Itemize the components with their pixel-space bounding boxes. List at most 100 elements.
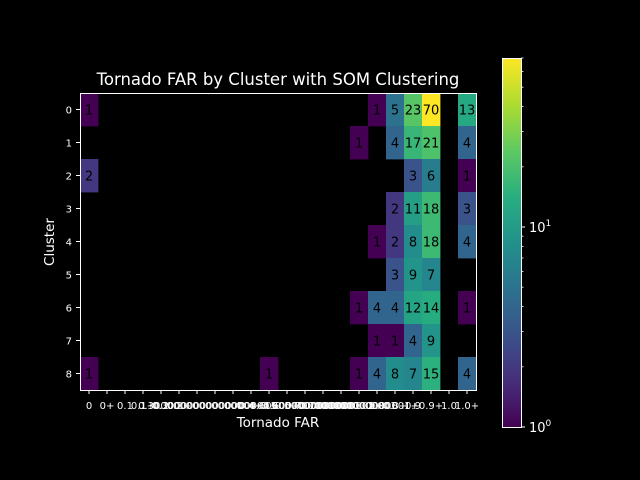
cell-value-label: 7: [409, 368, 417, 383]
cell-value-label: 9: [427, 335, 435, 350]
x-tick-label: 0.30000000000000004+: [152, 401, 278, 412]
cell-value-label: 18: [423, 203, 440, 218]
heatmap-cell: [386, 324, 405, 358]
heatmap-cell: [404, 93, 423, 127]
x-tick-label: 0.6000000000000001: [249, 401, 360, 412]
heatmap-cell: [404, 258, 423, 292]
heatmap-cell: [422, 357, 441, 391]
colorbar-tick-label: 100: [529, 419, 552, 436]
heatmap-cell: [404, 324, 423, 358]
heatmap-cell: [422, 258, 441, 292]
x-tick-label: 0.5+: [275, 401, 299, 412]
cell-value-label: 1: [373, 335, 381, 350]
x-tick-label: 0.30000000000000004: [138, 401, 256, 412]
cell-value-label: 1: [463, 170, 471, 185]
colorbar-tick-label: 101: [529, 219, 551, 236]
cell-value-label: 13: [459, 104, 476, 119]
cell-value-label: 1: [85, 104, 93, 119]
heatmap-cell: [422, 93, 441, 127]
y-axis: 0 1 2 3 4 5 6 7 8: [66, 106, 80, 381]
heatmap-cells: [80, 93, 477, 391]
cell-value-label: 2: [391, 203, 399, 218]
heatmap-cell: [422, 126, 441, 160]
heatmap-cell: [386, 225, 405, 259]
x-tick-label: 0.2: [153, 401, 169, 412]
cell-value-label: 8: [391, 368, 399, 383]
cell-value-label: 4: [391, 137, 399, 152]
heatmap-cell: [386, 357, 405, 391]
heatmap-cell: [422, 159, 441, 193]
cell-value-label: 1: [355, 137, 363, 152]
cell-value-label: 5: [391, 104, 399, 119]
cell-value-label: 1: [85, 368, 93, 383]
heatmap-cell: [350, 357, 369, 391]
heatmap-cell: [404, 225, 423, 259]
heatmap-cell: [368, 324, 387, 358]
cell-value-label: 2: [391, 236, 399, 251]
plot-frame: [80, 93, 477, 391]
cell-value-label: 8: [409, 236, 417, 251]
cell-value-label: 3: [391, 269, 399, 284]
x-tick-label: 0.9: [405, 401, 421, 412]
x-tick-label: 0.8: [369, 401, 385, 412]
heatmap-cell: [458, 357, 477, 391]
y-tick-label: 4: [66, 238, 72, 249]
cell-value-label: 18: [423, 236, 440, 251]
y-tick-label: 8: [66, 370, 72, 381]
heatmap-cell: [458, 192, 477, 226]
heatmap-cell: [386, 126, 405, 160]
cell-value-label: 70: [423, 104, 440, 119]
heatmap-cell: [350, 291, 369, 325]
heatmap-cell: [80, 357, 99, 391]
cell-value-label: 23: [405, 104, 422, 119]
heatmap-cell: [458, 93, 477, 127]
heatmap-cell: [350, 126, 369, 160]
x-tick-label: 0.5: [261, 401, 277, 412]
y-axis-label: Cluster: [42, 218, 58, 266]
heatmap-cell: [422, 324, 441, 358]
cell-value-label: 12: [405, 302, 422, 317]
heatmap-cell: [368, 291, 387, 325]
heatmap-cell: [422, 291, 441, 325]
x-axis-label: Tornado FAR: [236, 415, 320, 431]
heatmap-cell: [386, 93, 405, 127]
heatmap-cell: [260, 357, 279, 391]
cell-value-label: 4: [463, 368, 471, 383]
x-tick-label: 1.0+: [455, 401, 479, 412]
heatmap-cell: [404, 357, 423, 391]
y-tick-label: 1: [66, 139, 72, 150]
heatmap-cell: [404, 192, 423, 226]
heatmap-cell: [404, 126, 423, 160]
cell-value-label: 2: [85, 170, 93, 185]
x-tick-label: 0.7000000000000001: [285, 401, 396, 412]
x-tick-label: 0: [86, 401, 92, 412]
x-tick-label: 0.4: [225, 401, 241, 412]
heatmap-cell: [368, 225, 387, 259]
x-tick-label: 0.4+: [239, 401, 263, 412]
cell-value-label: 1: [373, 104, 381, 119]
x-tick-label: 0+: [100, 401, 115, 412]
cell-value-label: 7: [427, 269, 435, 284]
x-tick-label: 0.1+: [131, 401, 155, 412]
heatmap-cell: [422, 225, 441, 259]
colorbar: [502, 58, 522, 428]
cell-value-label: 1: [355, 302, 363, 317]
cell-value-label: 1: [373, 236, 381, 251]
heatmap-cell: [368, 357, 387, 391]
heatmap-cell: [386, 291, 405, 325]
y-tick-label: 5: [66, 271, 72, 282]
y-tick-label: 3: [66, 205, 72, 216]
cell-value-label: 4: [463, 236, 471, 251]
colorbar-ticks: 100 101: [521, 57, 552, 436]
heatmap-cell: [404, 291, 423, 325]
cell-value-label: 4: [373, 302, 381, 317]
cell-value-label: 3: [409, 170, 417, 185]
heatmap-cell: [458, 291, 477, 325]
y-tick-label: 0: [66, 106, 72, 117]
heatmap-cell: [386, 258, 405, 292]
heatmap-cell: [368, 93, 387, 127]
x-tick-label: 1.0: [441, 401, 457, 412]
heatmap-cell: [386, 192, 405, 226]
cell-value-label: 3: [463, 203, 471, 218]
chart-title: Tornado FAR by Cluster with SOM Clusteri…: [96, 70, 460, 89]
